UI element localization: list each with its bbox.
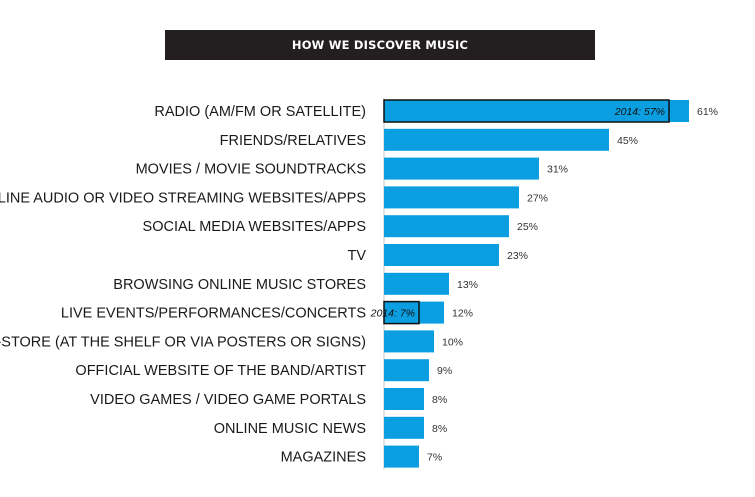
bar (384, 157, 539, 180)
value-label: 10% (442, 336, 463, 348)
comparison-2014-outline (383, 300, 420, 325)
category-label: FRIENDS/RELATIVES (220, 133, 366, 149)
value-label: 27% (527, 192, 548, 204)
value-label: 61% (697, 106, 718, 118)
category-label: ONLINE MUSIC NEWS (214, 421, 366, 437)
category-label: IN-STORE (AT THE SHELF OR VIA POSTERS OR… (0, 334, 366, 350)
value-label: 25% (517, 221, 538, 233)
bar (384, 330, 434, 353)
category-label: OFFICIAL WEBSITE OF THE BAND/ARTIST (75, 363, 366, 379)
bar (384, 272, 449, 295)
category-label: TV (347, 248, 366, 264)
category-label: MAGAZINES (281, 450, 366, 466)
value-label: 31% (547, 164, 568, 176)
bar (384, 186, 519, 209)
value-label: 12% (452, 308, 473, 320)
category-label: SOCIAL MEDIA WEBSITES/APPS (143, 219, 366, 235)
bar (384, 445, 419, 468)
bar (384, 359, 429, 382)
category-label: BROWSING ONLINE MUSIC STORES (113, 277, 366, 293)
comparison-2014-outline (383, 99, 670, 123)
category-label: RADIO (AM/FM OR SATELLITE) (154, 104, 366, 120)
value-label: 8% (432, 423, 447, 435)
value-label: 13% (457, 279, 478, 291)
value-label: 23% (507, 250, 528, 262)
bar (384, 416, 424, 439)
bar (384, 100, 689, 122)
value-label: 8% (432, 394, 447, 406)
category-label: ONLINE AUDIO OR VIDEO STREAMING WEBSITES… (0, 190, 366, 206)
category-label: VIDEO GAMES / VIDEO GAME PORTALS (90, 392, 366, 408)
comparison-2014-label: 2014: 57% (614, 106, 665, 118)
bar (384, 215, 509, 238)
bar (384, 128, 609, 151)
bar (384, 388, 424, 410)
chart-title: HOW WE DISCOVER MUSIC (165, 30, 595, 60)
value-label: 9% (437, 365, 452, 377)
comparison-2014-label: 2014: 7% (370, 308, 415, 320)
bar (384, 301, 444, 324)
value-label: 7% (427, 452, 442, 464)
category-label: LIVE EVENTS/PERFORMANCES/CONCERTS (61, 306, 366, 322)
value-label: 45% (617, 135, 638, 147)
category-label: MOVIES / MOVIE SOUNDTRACKS (136, 162, 366, 178)
bar (384, 244, 499, 266)
